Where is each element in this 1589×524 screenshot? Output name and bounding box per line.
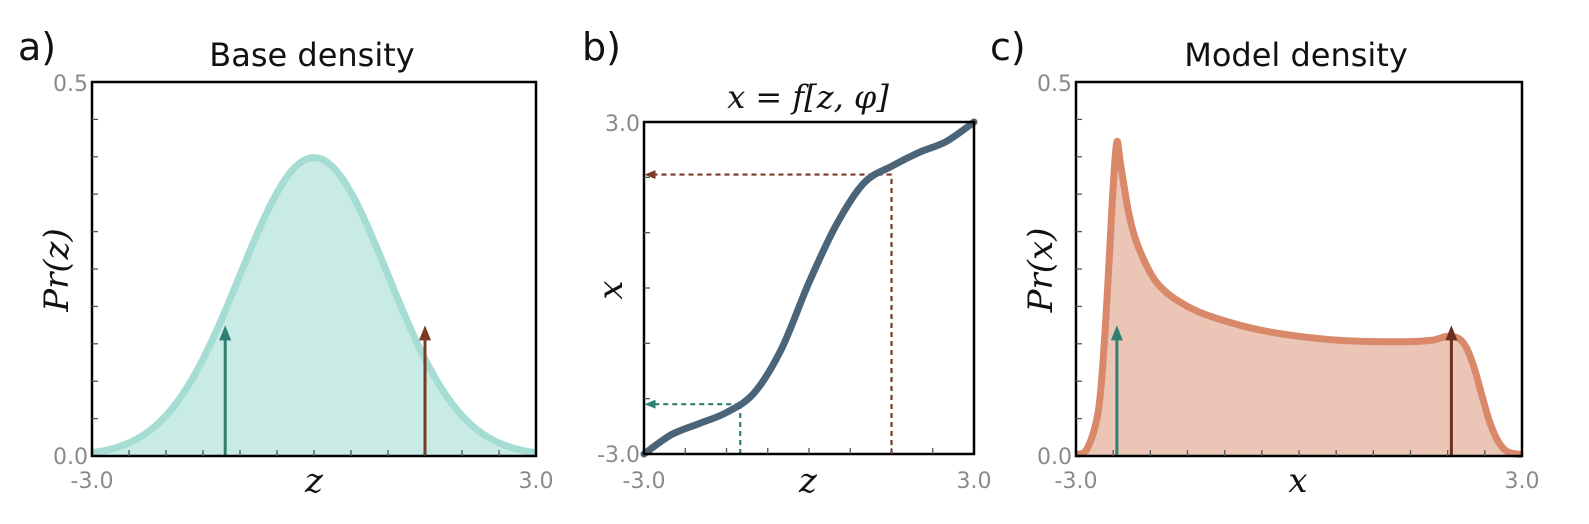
y-axis-label-a: Pr(z) bbox=[37, 228, 77, 313]
transform-curve bbox=[640, 118, 978, 458]
y-tick-label-bottom-c: 0.0 bbox=[1037, 445, 1072, 470]
y-tick-label-bottom-a: 0.0 bbox=[53, 445, 88, 470]
panel-label-b: b) bbox=[582, 25, 621, 69]
y-axis-label-c: Pr(x) bbox=[1021, 228, 1061, 314]
y-tick-label-bottom-b: -3.0 bbox=[597, 443, 640, 468]
density-fill-c bbox=[1076, 141, 1522, 457]
ticks-a bbox=[92, 118, 500, 456]
x-tick-label-left-b: -3.0 bbox=[623, 469, 666, 494]
chart-title-c: Model density bbox=[1184, 36, 1408, 74]
density-curve-c bbox=[1074, 137, 1523, 458]
y-axis-label-b: x bbox=[591, 280, 631, 299]
panel-base-density: a) Base density 0.5 0.0 -3.0 3.0 z Pr(z) bbox=[18, 25, 554, 501]
panel-transform: b) x = f[z, φ] 3.0 -3.0 -3.0 3.0 z x bbox=[582, 25, 992, 501]
density-fill-a bbox=[92, 157, 536, 456]
ticks-c bbox=[1076, 118, 1486, 456]
x-tick-label-left-c: -3.0 bbox=[1055, 469, 1098, 494]
panel-model-density: c) Model density 0.5 0.0 -3.0 3.0 x Pr(x… bbox=[990, 25, 1540, 501]
ticks-b bbox=[644, 176, 934, 454]
x-axis-label-a: z bbox=[304, 461, 324, 501]
plot-area-a bbox=[90, 154, 538, 457]
x-tick-label-right-b: 3.0 bbox=[957, 469, 992, 494]
y-tick-label-top-b: 3.0 bbox=[605, 112, 640, 137]
x-axis-label-c: x bbox=[1288, 461, 1307, 501]
panel-label-a: a) bbox=[18, 25, 56, 69]
chart-title-b: x = f[z, φ] bbox=[727, 78, 889, 116]
plot-area-c bbox=[1074, 137, 1523, 458]
plot-area-b bbox=[640, 118, 978, 458]
x-tick-label-right-a: 3.0 bbox=[519, 469, 554, 494]
panel-label-c: c) bbox=[990, 25, 1026, 69]
x-axis-label-b: z bbox=[798, 461, 818, 501]
y-tick-label-top-c: 0.5 bbox=[1037, 72, 1072, 97]
chart-title-a: Base density bbox=[209, 36, 414, 74]
density-curve-a bbox=[90, 154, 538, 457]
x-tick-label-right-c: 3.0 bbox=[1505, 469, 1540, 494]
y-tick-label-top-a: 0.5 bbox=[53, 72, 88, 97]
x-tick-label-left-a: -3.0 bbox=[71, 469, 114, 494]
